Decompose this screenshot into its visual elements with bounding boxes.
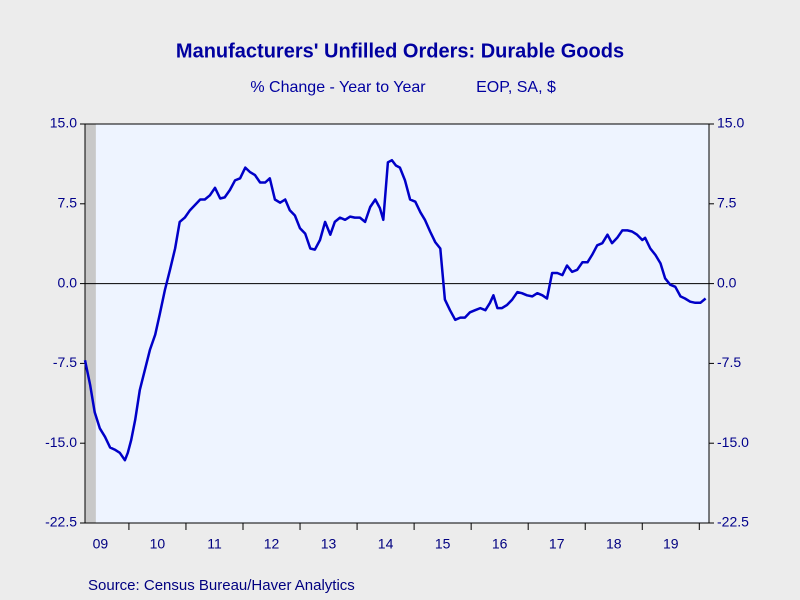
x-tick-label: 15 (435, 536, 451, 552)
x-tick-label: 13 (321, 536, 337, 552)
x-tick-label: 11 (207, 536, 222, 552)
y2-tick-label: -22.5 (717, 514, 749, 530)
y-tick-label: -15.0 (45, 434, 77, 450)
y2-tick-label: -7.5 (717, 354, 741, 370)
y2-tick-label: 15.0 (717, 115, 744, 131)
x-tick-label: 18 (606, 536, 622, 552)
y2-tick-label: 0.0 (717, 274, 737, 290)
y-tick-label: -7.5 (53, 354, 77, 370)
chart-subtitle: % Change - Year to Year (250, 79, 426, 96)
x-tick-label: 09 (93, 536, 109, 552)
chart-title: Manufacturers' Unfilled Orders: Durable … (176, 40, 624, 62)
y-tick-label: -22.5 (45, 514, 77, 530)
y2-tick-label: 7.5 (717, 195, 737, 211)
y-tick-label: 0.0 (58, 274, 78, 290)
x-tick-label: 10 (150, 536, 166, 552)
source-note: Source: Census Bureau/Haver Analytics (88, 577, 355, 594)
plot-area (85, 124, 709, 523)
recession-shading (85, 124, 96, 523)
y-tick-label: 15.0 (50, 115, 77, 131)
chart-subtitle-units: EOP, SA, $ (476, 79, 556, 96)
plot-frame (84, 123, 710, 524)
x-tick-label: 14 (378, 536, 394, 552)
data-line (83, 158, 707, 462)
x-tick-label: 17 (549, 536, 565, 552)
x-tick-label: 12 (264, 536, 280, 552)
y-tick-label: 7.5 (58, 195, 78, 211)
x-tick-label: 16 (492, 536, 508, 552)
y2-tick-label: -15.0 (717, 434, 749, 450)
x-tick-label: 19 (663, 536, 679, 552)
